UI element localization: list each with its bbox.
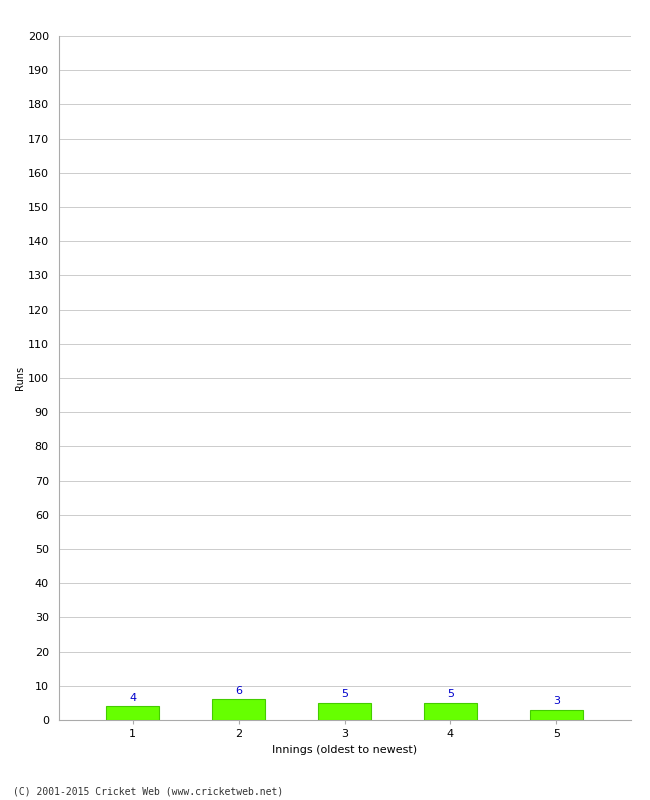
Y-axis label: Runs: Runs xyxy=(15,366,25,390)
Text: 5: 5 xyxy=(341,690,348,699)
Text: 3: 3 xyxy=(553,696,560,706)
Text: 6: 6 xyxy=(235,686,242,696)
Bar xyxy=(318,703,371,720)
X-axis label: Innings (oldest to newest): Innings (oldest to newest) xyxy=(272,745,417,754)
Bar xyxy=(212,699,265,720)
Text: 5: 5 xyxy=(447,690,454,699)
Text: (C) 2001-2015 Cricket Web (www.cricketweb.net): (C) 2001-2015 Cricket Web (www.cricketwe… xyxy=(13,786,283,796)
Text: 4: 4 xyxy=(129,693,136,703)
Bar xyxy=(106,706,159,720)
Bar xyxy=(424,703,477,720)
Bar xyxy=(530,710,583,720)
